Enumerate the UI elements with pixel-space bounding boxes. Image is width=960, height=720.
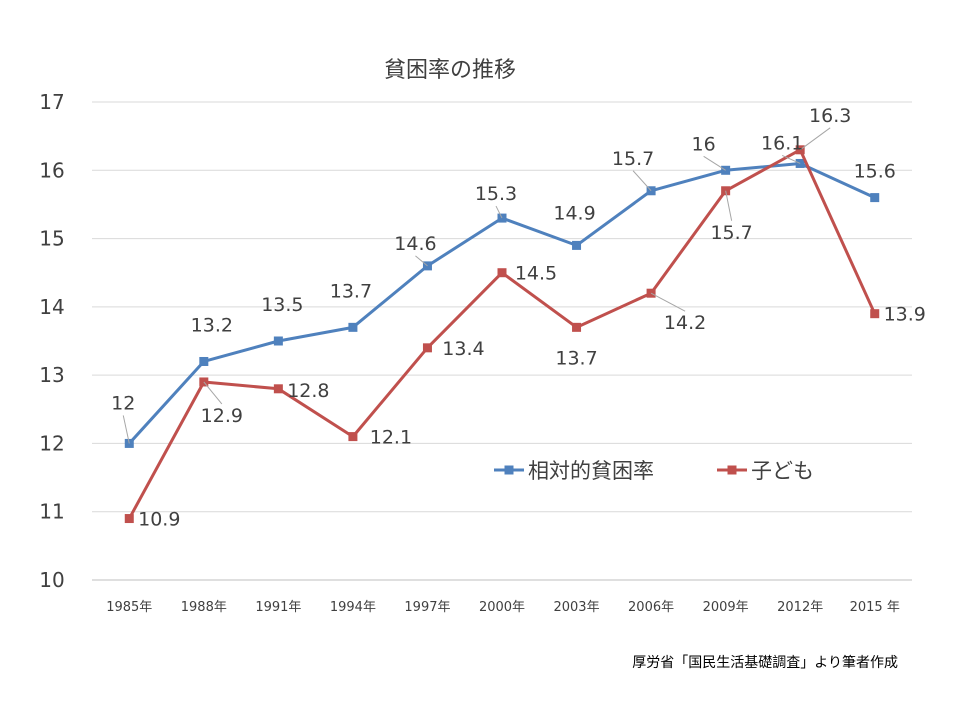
x-tick-label: 2015 年 [850,600,900,615]
data-label: 16.3 [809,105,851,127]
data-label: 13.4 [442,338,484,360]
data-label: 13.5 [261,294,303,316]
leader-line [415,255,428,267]
data-point-marker [572,240,582,250]
leader-line [799,127,831,151]
leader-line [632,170,652,192]
legend: 相対的貧困率 子ども [494,459,814,483]
data-label: 15.6 [854,161,896,183]
data-label: 12.1 [370,427,412,449]
chart-title: 貧困率の推移 [383,58,516,83]
x-axis-ticks: 1985年 1988年 1991年 1994年 1997年 2000年 2003年 2006年… [106,600,900,615]
x-tick-label: 1988年 [181,600,227,615]
data-label: 12 [111,392,135,414]
label-leader-lines [122,127,831,444]
data-label: 15.7 [612,148,654,170]
data-label: 14.5 [515,263,557,285]
leader-line [203,381,223,405]
y-tick-label: 12 [39,431,64,455]
source-note: 厚労省「国民生活基礎調査」より筆者作成 [632,655,898,671]
data-label: 10.9 [138,509,180,531]
legend-label: 相対的貧困率 [528,459,654,483]
data-point-marker [422,343,432,353]
data-point-marker [497,268,507,278]
leader-line [650,292,686,312]
data-label: 16 [692,133,716,155]
leader-line [495,205,503,219]
x-tick-label: 2009年 [703,600,749,615]
y-tick-label: 13 [39,363,64,387]
data-label: 13.7 [555,347,597,369]
y-tick-label: 10 [39,568,64,592]
x-tick-label: 2000年 [479,600,525,615]
legend-marker [727,465,737,475]
x-tick-label: 1985年 [106,600,152,615]
data-point-marker [348,432,358,442]
data-point-marker [572,322,582,332]
data-label: 15.3 [475,183,517,205]
x-tick-label: 1991年 [255,600,301,615]
leader-line [703,155,726,171]
data-label: 16.1 [761,132,803,154]
data-point-marker [273,384,283,394]
data-labels: 12 13.2 13.5 13.7 14.6 15.3 14.9 15.7 16 16.1 15.6… [111,105,926,531]
data-point-marker [348,322,358,332]
x-tick-label: 2006年 [628,600,674,615]
leader-line [122,415,130,444]
data-label: 14.6 [394,233,436,255]
y-tick-label: 15 [39,227,64,251]
data-label: 14.9 [553,202,595,224]
data-label: 13.7 [330,280,372,302]
data-label: 14.2 [664,312,706,334]
data-label: 12.8 [287,380,329,402]
data-point-marker [870,309,880,319]
legend-marker [504,465,514,475]
leader-line [781,155,801,164]
legend-label: 子ども [751,459,814,483]
leader-line [725,190,733,221]
data-point-marker [124,438,134,448]
data-label: 15.7 [710,222,752,244]
y-tick-label: 14 [39,295,64,319]
y-tick-label: 16 [39,158,64,182]
data-point-marker [199,356,209,366]
gridlines [92,101,912,581]
y-axis-ticks: 10 11 12 13 14 15 16 17 [39,90,64,592]
series-line-1 [128,161,876,445]
data-label: 13.9 [884,304,926,326]
y-tick-label: 17 [39,90,64,114]
data-point-marker [124,514,134,524]
y-tick-label: 11 [39,500,64,524]
data-point-marker [870,193,880,203]
x-tick-label: 2003年 [553,600,599,615]
data-label: 12.9 [201,405,243,427]
x-tick-label: 1997年 [404,600,450,615]
data-label: 13.2 [191,314,233,336]
x-tick-label: 1994年 [330,600,376,615]
x-tick-label: 2012年 [777,600,823,615]
data-point-marker [273,336,283,346]
